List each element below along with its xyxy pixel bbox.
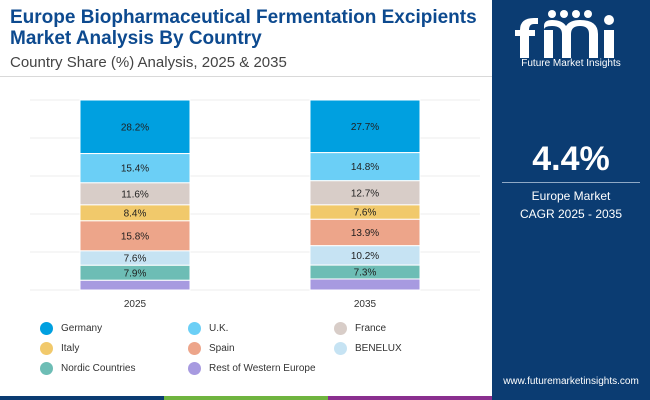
legend-item-u-k-: U.K.	[188, 322, 228, 335]
stacked-bar-chart: 28.2% 15.4% 11.6% 8.4% 15.8% 7.6% 7.9% 2025 27.7…	[30, 99, 480, 310]
legend-item-germany: Germany	[40, 322, 102, 335]
cagr-divider	[502, 182, 640, 183]
data-label-italy-2035: 7.6%	[354, 208, 377, 219]
subtitle-divider	[0, 76, 492, 77]
legend-label: Spain	[209, 343, 235, 354]
bar-segment-u-k--2035	[309, 152, 421, 182]
data-label-spain-2035: 13.9%	[351, 228, 379, 239]
legend-swatch	[40, 322, 53, 335]
brand-name: Future Market Insights	[521, 58, 621, 69]
data-label-nordic-countries-2035: 7.3%	[354, 268, 377, 279]
legend-item-rest-of-western-europe: Rest of Western Europe	[188, 362, 316, 375]
chart-legend: Germany U.K. France Italy Spain BENELUX Nordic…	[0, 322, 492, 392]
bar-segment-u-k--2025	[79, 153, 191, 184]
x-tick-label-2025: 2025	[124, 299, 147, 310]
legend-item-spain: Spain	[188, 342, 235, 355]
legend-label: Italy	[61, 343, 80, 354]
cagr-label-market: Europe Market	[531, 189, 611, 203]
cagr-label-period: CAGR 2025 - 2035	[519, 207, 623, 221]
legend-swatch	[334, 322, 347, 335]
legend-item-france: France	[334, 322, 386, 335]
bar-segment-spain-2035	[309, 218, 421, 247]
x-tick-label-2035: 2035	[354, 299, 377, 310]
legend-label: France	[355, 323, 387, 334]
chart-subtitle: Country Share (%) Analysis, 2025 & 2035	[10, 54, 287, 71]
legend-label: Nordic Countries	[61, 363, 136, 374]
bar-segment-france-2035	[309, 180, 421, 206]
bar-segment-rest-of-western-europe-2025	[79, 279, 191, 291]
data-label-u-k--2035: 14.8%	[351, 162, 379, 173]
data-label-france-2035: 12.7%	[351, 188, 379, 199]
bar-segment-rest-of-western-europe-2035	[309, 278, 421, 291]
page-title: Europe Biopharmaceutical Fermentation Ex…	[10, 7, 477, 49]
legend-item-benelux: BENELUX	[334, 342, 402, 355]
legend-label: Rest of Western Europe	[209, 363, 316, 374]
legend-swatch	[188, 342, 201, 355]
legend-swatch	[188, 362, 201, 375]
legend-swatch	[40, 362, 53, 375]
bar-segment-germany-2035	[309, 99, 421, 154]
legend-swatch	[40, 342, 53, 355]
legend-label: BENELUX	[355, 343, 402, 354]
website-link[interactable]: www.futuremarketinsights.com	[503, 376, 639, 387]
legend-swatch	[334, 342, 347, 355]
cagr-value: 4.4%	[532, 140, 610, 178]
data-label-germany-2035: 27.7%	[351, 122, 379, 133]
data-label-nordic-countries-2025: 7.9%	[124, 268, 147, 279]
data-label-u-k--2025: 15.4%	[121, 164, 149, 175]
data-label-benelux-2035: 10.2%	[351, 251, 379, 262]
legend-swatch	[188, 322, 201, 335]
brand-panel: Future Market Insights 4.4% Europe Marke…	[492, 0, 650, 400]
data-label-france-2025: 11.6%	[121, 189, 149, 200]
data-label-spain-2025: 15.8%	[121, 231, 149, 242]
fmi-logo-icon	[515, 10, 614, 58]
legend-item-nordic-countries: Nordic Countries	[40, 362, 135, 375]
legend-item-italy: Italy	[40, 342, 79, 355]
legend-label: Germany	[61, 323, 103, 334]
data-label-italy-2025: 8.4%	[124, 208, 147, 219]
data-label-germany-2025: 28.2%	[121, 122, 149, 133]
bottom-accent-bar	[0, 396, 492, 400]
legend-label: U.K.	[209, 323, 229, 334]
data-label-benelux-2025: 7.6%	[124, 254, 147, 265]
